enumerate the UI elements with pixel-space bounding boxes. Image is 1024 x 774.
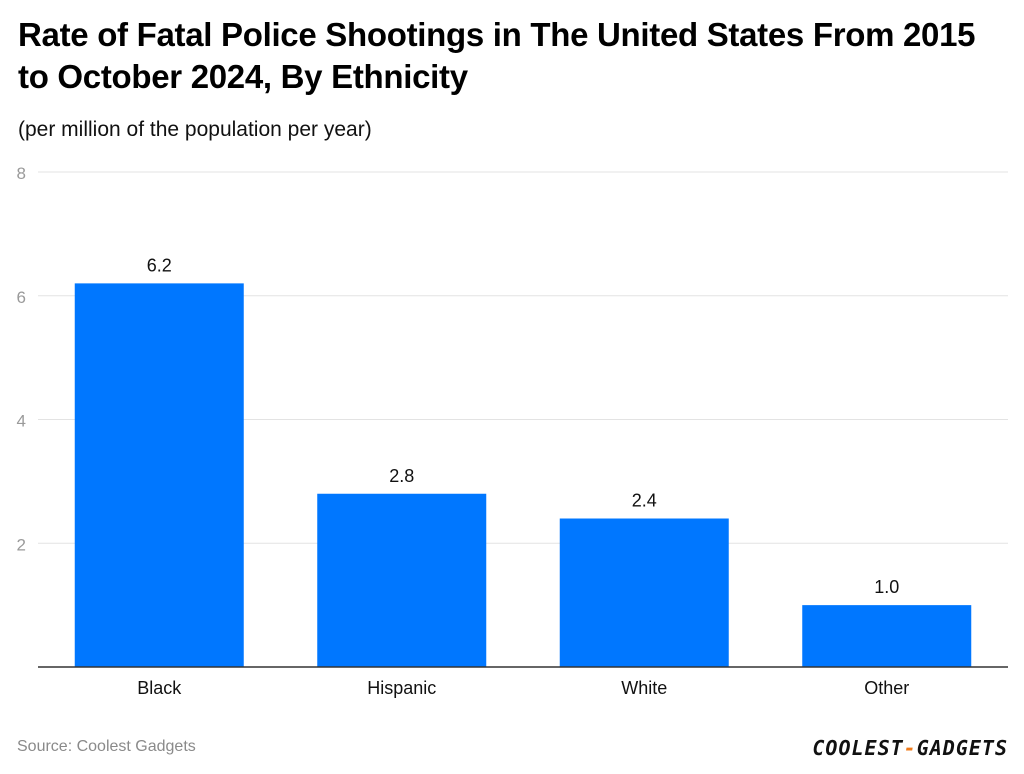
- chart-title: Rate of Fatal Police Shootings in The Un…: [18, 16, 976, 95]
- bars: [74, 283, 972, 667]
- bar-value-label: 1.0: [874, 577, 899, 597]
- y-tick-label: 4: [17, 412, 26, 431]
- y-axis-ticks: 2 4 6 8: [17, 164, 26, 554]
- x-tick-label: Black: [137, 678, 182, 698]
- source-note: Source: Coolest Gadgets: [17, 738, 196, 755]
- bar: [317, 493, 487, 667]
- bar-value-label: 6.2: [147, 255, 172, 275]
- x-tick-label: White: [621, 678, 667, 698]
- brand-part1: COOLEST: [812, 736, 904, 760]
- bar-value-label: 2.8: [389, 466, 414, 486]
- chart-subtitle: (per million of the population per year): [18, 118, 372, 141]
- y-tick-label: 6: [17, 288, 26, 307]
- y-tick-label: 2: [17, 535, 26, 554]
- x-tick-label: Hispanic: [367, 678, 436, 698]
- x-tick-label: Other: [864, 678, 909, 698]
- bar: [559, 518, 729, 667]
- bar: [74, 283, 244, 667]
- bar-value-label: 2.4: [632, 491, 657, 511]
- value-labels: 6.2 2.8 2.4 1.0: [147, 255, 900, 597]
- y-tick-label: 8: [17, 164, 26, 183]
- brand-sep: -: [903, 736, 917, 760]
- brand-logo: COOLEST-GADGETS: [812, 736, 1008, 760]
- x-axis-labels: Black Hispanic White Other: [137, 678, 909, 698]
- brand-part2: GADGETS: [916, 736, 1008, 760]
- bar: [802, 605, 972, 667]
